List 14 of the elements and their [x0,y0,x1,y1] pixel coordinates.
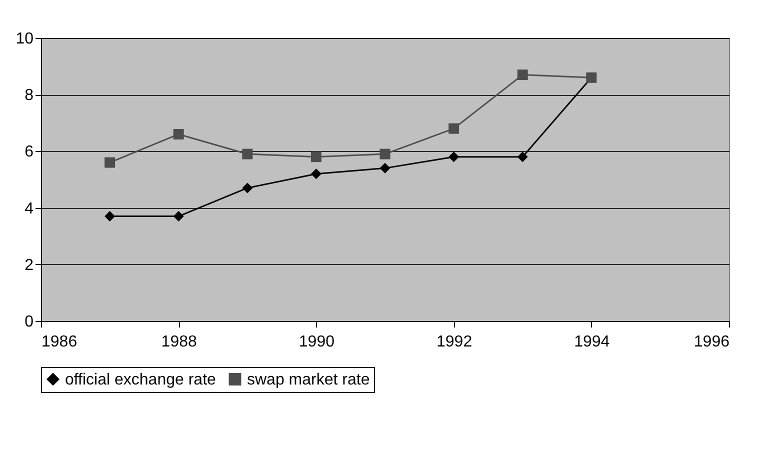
y-tick-label: 10 [16,30,34,48]
legend-label: swap market rate [247,371,370,388]
x-tick-label: 1994 [574,334,610,350]
x-tick-label: 1990 [298,334,335,350]
y-tick-label: 6 [24,144,34,161]
y-tick-label: 2 [24,256,34,274]
y-tick-label: 8 [24,87,34,104]
x-tick-label: 1986 [42,334,78,350]
y-tick-label: 0 [24,314,34,330]
y-tick-label: 4 [24,200,34,218]
x-tick-label: 1992 [436,334,472,350]
x-tick-label: 1996 [694,334,730,350]
x-tick-label: 1988 [161,334,197,350]
legend-label: official exchange rate [65,371,216,388]
